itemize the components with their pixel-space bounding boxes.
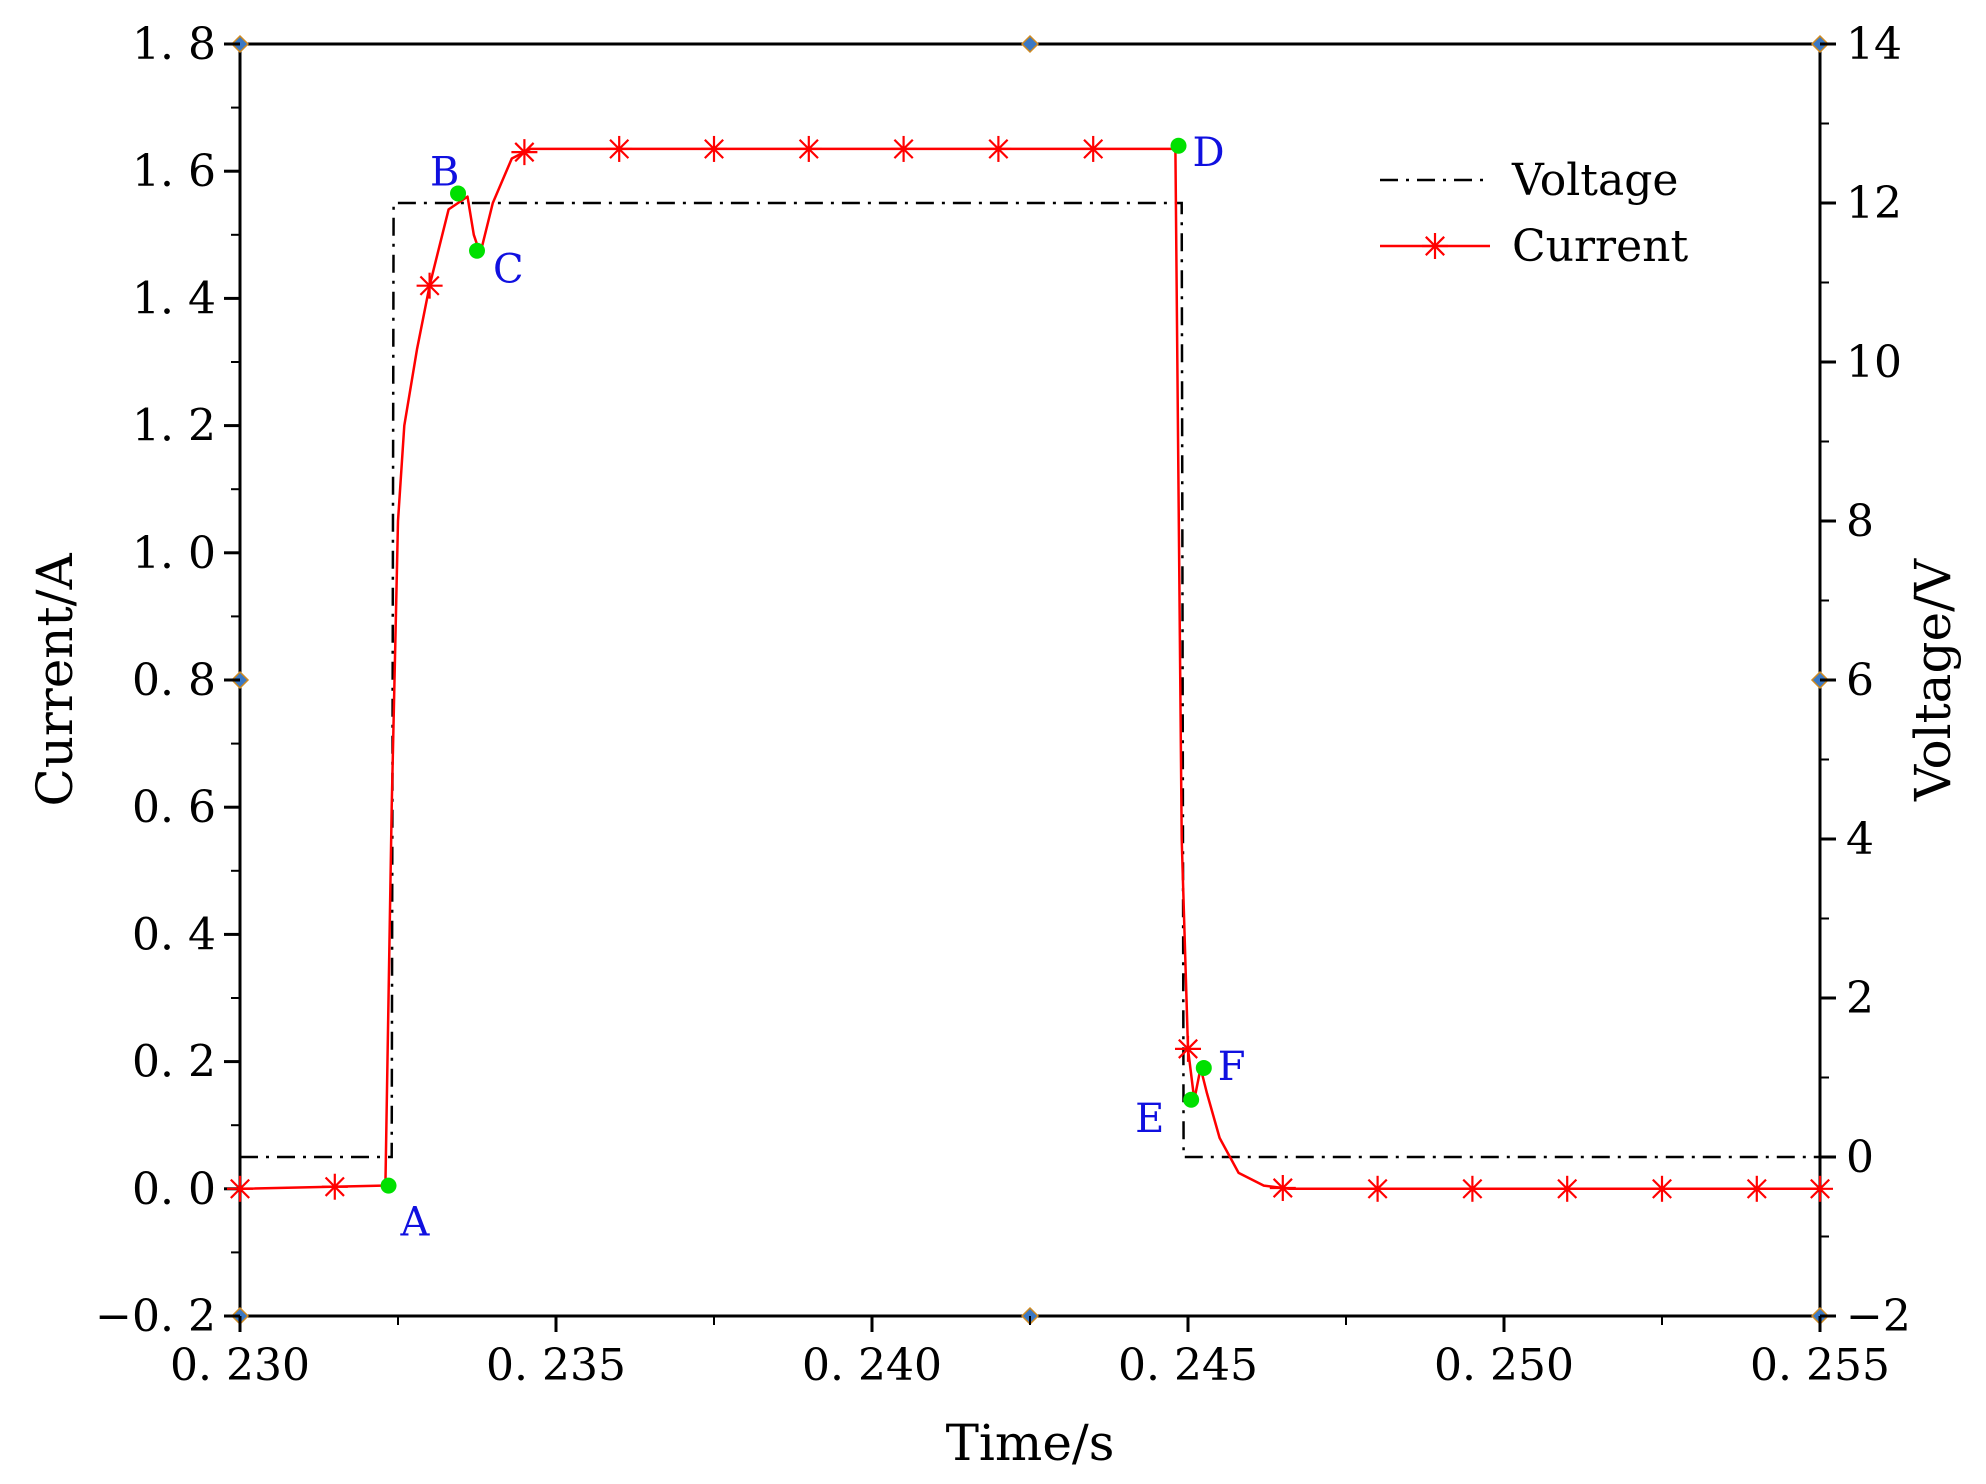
point-a-dot xyxy=(380,1177,397,1194)
y-tick-label: 1. 0 xyxy=(132,528,216,579)
point-d-dot xyxy=(1170,137,1187,154)
current-star-marker xyxy=(606,135,633,162)
current-star-marker xyxy=(1554,1175,1581,1202)
current-star-marker xyxy=(1459,1175,1486,1202)
x-tick-label: 0. 245 xyxy=(1118,1340,1258,1391)
current-line xyxy=(239,147,1820,1191)
legend-current-marker xyxy=(1422,233,1448,259)
y2-tick-label: 4 xyxy=(1846,814,1874,865)
y2-tick-label: 8 xyxy=(1846,496,1874,547)
y2-tick-label: 12 xyxy=(1846,178,1902,229)
y-tick-label: 1. 2 xyxy=(132,401,216,452)
current-star-marker xyxy=(1364,1175,1391,1202)
current-star-marker xyxy=(227,1175,253,1202)
current-star-marker xyxy=(1269,1175,1296,1202)
current-star-marker xyxy=(1080,135,1107,162)
x-axis-title: Time/s xyxy=(946,1414,1115,1472)
y-axis-title: Current/A xyxy=(26,553,84,807)
y2-axis-title: Voltage/V xyxy=(1904,558,1962,802)
point-f-label: F xyxy=(1218,1044,1246,1090)
legend-current-label: Current xyxy=(1512,221,1688,272)
x-tick-label: 0. 240 xyxy=(802,1340,942,1391)
y-tick-label: 0. 8 xyxy=(132,655,216,706)
legend-star xyxy=(1422,233,1448,259)
frame-diamond-marker xyxy=(1020,34,1040,54)
current-star-marker xyxy=(1807,1175,1833,1202)
y-tick-label: 0. 2 xyxy=(132,1037,216,1088)
point-b-dot xyxy=(450,185,467,202)
y-tick-label: 1. 8 xyxy=(132,19,216,70)
point-c-label: C xyxy=(493,247,524,293)
legend: Voltage Current xyxy=(1380,155,1688,272)
point-f-dot xyxy=(1195,1059,1212,1076)
current-star-marker xyxy=(511,139,538,166)
y2-tick-label: 2 xyxy=(1846,973,1874,1024)
y2-tick-label: 10 xyxy=(1846,337,1902,388)
current-star-marker xyxy=(795,135,822,162)
point-e-label: E xyxy=(1135,1096,1164,1142)
y2-tick-label: 0 xyxy=(1846,1132,1874,1183)
current-star-marker xyxy=(321,1173,348,1200)
y2-tick-label: −2 xyxy=(1846,1291,1911,1342)
current-star-marker xyxy=(890,135,917,162)
y-tick-label: 1. 6 xyxy=(132,146,216,197)
current-star-marker xyxy=(1649,1175,1675,1202)
current-star-marker xyxy=(985,135,1012,162)
point-d-label: D xyxy=(1193,130,1225,176)
y-tick-label: −0. 2 xyxy=(95,1291,216,1342)
point-e-dot xyxy=(1183,1091,1200,1108)
tick-labels: 0. 230 0. 235 0. 240 0. 245 0. 250 0. 255−0. … xyxy=(95,19,1911,1391)
series-layer xyxy=(227,135,1833,1202)
current-star-marker xyxy=(701,135,727,162)
annotated-points: A B C D E F xyxy=(380,130,1246,1246)
y-tick-label: 0. 6 xyxy=(132,782,216,833)
x-tick-label: 0. 230 xyxy=(170,1340,310,1391)
y-tick-label: 1. 4 xyxy=(132,273,216,324)
y-tick-label: 0. 0 xyxy=(132,1164,216,1215)
legend-voltage-label: Voltage xyxy=(1511,155,1678,206)
x-tick-label: 0. 235 xyxy=(486,1340,626,1391)
y2-tick-label: 14 xyxy=(1846,19,1902,70)
current-star-marker xyxy=(416,272,443,299)
point-a-label: A xyxy=(400,1200,431,1246)
voltage-line xyxy=(240,201,1820,1159)
y2-tick-label: 6 xyxy=(1846,655,1874,706)
x-tick-label: 0. 255 xyxy=(1750,1340,1890,1391)
point-b-label: B xyxy=(430,149,459,195)
axis-ticks xyxy=(224,42,1836,1332)
current-star-marker xyxy=(1743,1175,1770,1202)
x-tick-label: 0. 250 xyxy=(1434,1340,1574,1391)
current-star-marker xyxy=(1175,1035,1201,1062)
point-c-dot xyxy=(469,242,485,259)
y-tick-label: 0. 4 xyxy=(132,909,216,960)
